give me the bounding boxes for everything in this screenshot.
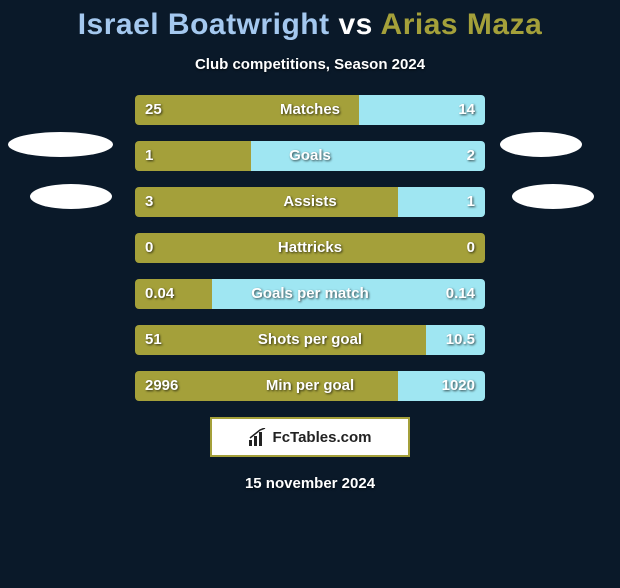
decor-ellipse	[30, 184, 112, 209]
chart-icon	[249, 428, 267, 446]
stat-row: 00Hattricks	[135, 233, 485, 263]
brand-text: FcTables.com	[273, 429, 372, 446]
decor-ellipse	[500, 132, 582, 157]
stat-row: 0.040.14Goals per match	[135, 279, 485, 309]
decor-ellipse	[8, 132, 113, 157]
decor-ellipse	[512, 184, 594, 209]
stat-label: Assists	[135, 187, 485, 217]
stat-row: 5110.5Shots per goal	[135, 325, 485, 355]
stat-row: 31Assists	[135, 187, 485, 217]
stat-label: Hattricks	[135, 233, 485, 263]
stat-label: Min per goal	[135, 371, 485, 401]
stats-list: 2514Matches 12Goals 31Assists 00Hattricks 0.…	[135, 95, 485, 401]
subtitle: Club competitions, Season 2024	[10, 56, 610, 73]
footer-date: 15 november 2024	[10, 475, 610, 492]
stat-label: Shots per goal	[135, 325, 485, 355]
brand-badge: FcTables.com	[210, 417, 410, 457]
stat-row: 12Goals	[135, 141, 485, 171]
player2-name: Arias Maza	[381, 8, 543, 41]
stat-row: 29961020Min per goal	[135, 371, 485, 401]
player1-name: Israel Boatwright	[78, 8, 330, 41]
vs-text: vs	[338, 8, 372, 41]
stat-label: Goals	[135, 141, 485, 171]
stat-label: Goals per match	[135, 279, 485, 309]
comparison-card: Israel Boatwright vs Arias Maza Club com…	[0, 8, 620, 492]
stat-label: Matches	[135, 95, 485, 125]
stat-row: 2514Matches	[135, 95, 485, 125]
page-title: Israel Boatwright vs Arias Maza	[10, 8, 610, 42]
